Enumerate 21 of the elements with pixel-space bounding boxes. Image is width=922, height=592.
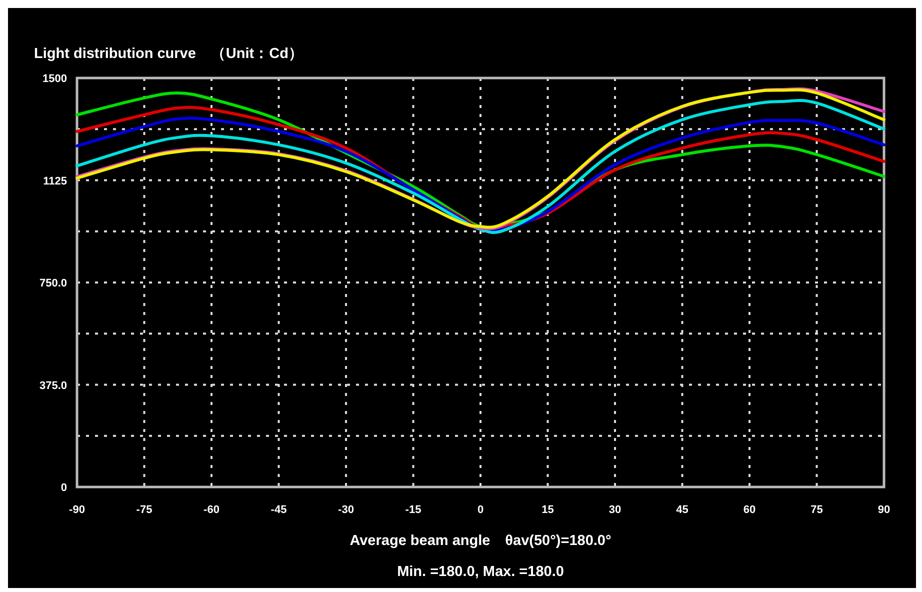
y-tick-label: 375.0 — [39, 380, 67, 392]
y-tick-label: 1500 — [42, 73, 67, 85]
y-tick-label: 0 — [60, 482, 67, 494]
chart-title: Light distribution curve （Unit：Cd） — [34, 46, 304, 62]
x-tick-label: -15 — [405, 504, 422, 516]
y-tick-label: 1125 — [43, 175, 67, 188]
x-tick-label: 30 — [608, 504, 622, 516]
x-axis-title: Average beam angle θav(50°)=180.0° — [350, 533, 612, 549]
x-tick-label: 75 — [810, 504, 823, 516]
x-tick-label: -45 — [270, 504, 287, 516]
text: Min. =180.0, Max. =180.0 — [397, 564, 564, 580]
x-tick-label: -75 — [136, 504, 152, 516]
x-tick-label: 45 — [676, 504, 688, 516]
y-tick-label: 750.0 — [39, 278, 67, 290]
x-tick-label: 0 — [477, 504, 484, 516]
x-tick-label: -30 — [338, 504, 354, 516]
x-tick-label: -60 — [204, 504, 220, 516]
x-tick-label: -90 — [69, 504, 85, 516]
x-tick-label: 15 — [542, 504, 554, 516]
x-tick-label: 90 — [878, 504, 890, 516]
x-tick-label: 60 — [743, 504, 756, 516]
